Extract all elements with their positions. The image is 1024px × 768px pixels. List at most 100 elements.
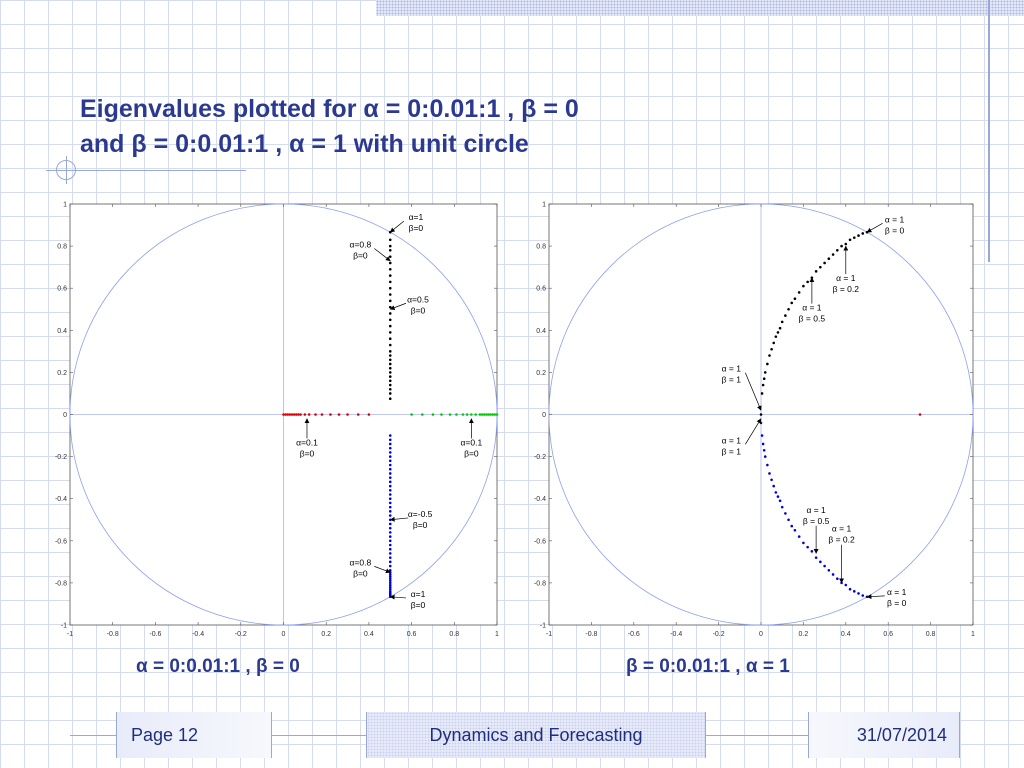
data-point <box>388 476 392 479</box>
data-point <box>766 362 769 366</box>
data-point <box>819 560 822 564</box>
annotation-arrow <box>744 372 762 411</box>
data-point <box>778 499 782 503</box>
data-point <box>292 413 296 416</box>
data-point <box>780 505 784 509</box>
data-point <box>290 413 294 416</box>
data-point <box>295 413 298 416</box>
y-tick-label: 1 <box>542 202 546 209</box>
data-point <box>836 577 839 580</box>
annotation-label: α=0.1 β=0 <box>296 437 318 458</box>
x-tick-label: -0.2 <box>235 631 247 638</box>
data-point <box>772 341 776 345</box>
y-tick-label: -0.4 <box>534 496 546 503</box>
data-point <box>388 434 392 437</box>
data-point <box>388 362 392 366</box>
data-point <box>388 455 392 458</box>
data-point <box>388 350 392 353</box>
data-point <box>784 512 787 515</box>
data-point <box>284 413 287 416</box>
x-tick-label: -0.6 <box>149 631 161 638</box>
data-point <box>388 472 392 475</box>
data-point <box>448 413 452 416</box>
data-point <box>806 545 809 549</box>
data-point <box>388 543 392 547</box>
data-point <box>286 413 290 416</box>
annotation-label: α=1 β=0 <box>411 589 426 610</box>
data-point <box>759 413 763 416</box>
y-tick-label: 0.8 <box>57 244 67 251</box>
y-tick-label: 0 <box>542 412 546 419</box>
data-point <box>474 413 477 416</box>
data-point <box>793 528 797 532</box>
x-tick-label: -0.2 <box>713 631 725 638</box>
y-tick-label: 0.4 <box>536 328 546 335</box>
data-point <box>388 366 392 370</box>
data-point <box>761 383 765 387</box>
data-point <box>388 238 392 242</box>
data-point <box>844 242 848 246</box>
data-point <box>770 478 773 482</box>
data-point <box>388 312 392 315</box>
data-point <box>388 522 392 526</box>
data-point <box>388 583 392 587</box>
data-point <box>388 579 392 583</box>
annotation-arrow <box>866 594 885 600</box>
data-point <box>388 299 392 303</box>
annotation-arrow <box>389 516 409 522</box>
data-point <box>388 274 392 277</box>
annotation-label: α=0.5 β=0 <box>407 294 429 315</box>
y-tick-label: -0.8 <box>55 580 67 587</box>
data-point <box>320 413 324 416</box>
data-point <box>823 564 826 568</box>
y-tick-label: 0.6 <box>57 286 67 293</box>
x-tick-label: 0.6 <box>407 631 417 638</box>
data-point <box>388 564 392 568</box>
data-point <box>797 291 801 294</box>
data-point <box>388 587 392 591</box>
data-point <box>776 495 780 498</box>
chart-alpha-sweep: -1 -0.8 -0.6 -0.4 -0.2 0 0.2 0.4 0.6 0.8 1 -1 -0.8 -0… <box>55 202 499 639</box>
data-point <box>388 488 392 492</box>
data-point <box>388 446 392 450</box>
footer-title-label: Dynamics and Forecasting <box>429 724 643 745</box>
x-tick-label: 0.8 <box>449 631 459 638</box>
footer-page-label: Page 12 <box>131 724 199 745</box>
data-point <box>763 455 767 458</box>
data-point <box>388 585 392 589</box>
data-point <box>827 257 831 261</box>
data-point <box>388 510 392 513</box>
x-tick-label: -1 <box>546 631 552 638</box>
y-tick-label: 1 <box>63 202 67 209</box>
data-point <box>797 535 801 538</box>
data-point <box>760 392 764 395</box>
data-point <box>495 413 499 416</box>
data-point <box>388 484 392 488</box>
data-point <box>827 568 831 572</box>
data-point <box>802 541 805 545</box>
data-point <box>388 392 392 395</box>
data-point <box>388 560 392 564</box>
data-point <box>388 535 392 538</box>
slide-title-line-2: and β = 0:0.01:1 , α = 1 with unit circl… <box>80 130 529 158</box>
data-point <box>388 293 392 296</box>
data-point <box>772 484 776 488</box>
data-point <box>388 539 392 543</box>
annotation-arrow <box>374 566 391 574</box>
x-tick-label: 0.2 <box>321 631 331 638</box>
data-point <box>784 314 787 317</box>
x-tick-label: -0.4 <box>670 631 682 638</box>
data-point <box>787 518 790 522</box>
data-point <box>770 347 773 351</box>
data-point <box>831 573 835 576</box>
data-point <box>297 413 300 416</box>
x-tick-label: -0.8 <box>585 631 597 638</box>
footer-date: 31/07/2014 <box>808 712 960 758</box>
data-point <box>388 318 392 322</box>
data-point <box>759 421 763 425</box>
data-point <box>388 493 392 496</box>
